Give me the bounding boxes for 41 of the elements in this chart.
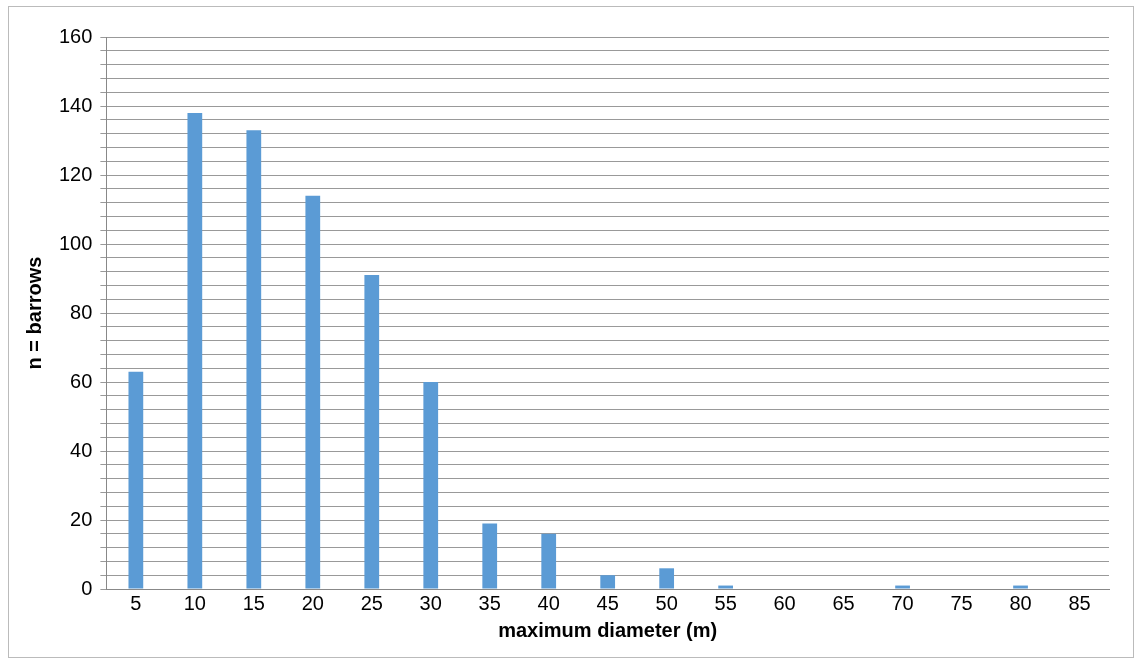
y-axis-title: n = barrows	[22, 256, 45, 370]
bar	[128, 371, 144, 589]
y-tick-label: 20	[70, 507, 93, 530]
bar	[482, 523, 498, 589]
x-tick-label: 55	[714, 591, 737, 614]
y-tick-label: 140	[58, 93, 93, 116]
y-tick-label: 40	[70, 438, 93, 461]
x-tick-label: 70	[891, 591, 914, 614]
bar	[187, 112, 203, 589]
y-tick-label: 0	[81, 576, 93, 599]
x-tick-label: 45	[596, 591, 619, 614]
x-tick-label: 15	[242, 591, 265, 614]
y-tick-label: 120	[58, 162, 93, 185]
bar	[718, 585, 734, 589]
x-tick-label: 75	[950, 591, 973, 614]
bar	[541, 533, 557, 589]
x-tick-label: 85	[1068, 591, 1091, 614]
x-tick-label: 50	[655, 591, 678, 614]
y-tick-label: 100	[58, 231, 93, 254]
y-tick-label: 80	[70, 300, 93, 323]
x-tick-label: 10	[183, 591, 206, 614]
x-tick-label: 30	[419, 591, 442, 614]
x-tick-label: 65	[832, 591, 855, 614]
x-tick-label: 20	[301, 591, 324, 614]
bar	[423, 382, 439, 589]
y-tick-label: 60	[70, 369, 93, 392]
bar	[364, 275, 380, 589]
bar	[305, 195, 321, 589]
x-axis-title: maximum diameter (m)	[498, 618, 718, 641]
bar	[600, 575, 616, 589]
y-tick-label: 160	[58, 24, 93, 47]
bar	[659, 568, 675, 589]
bar	[1013, 585, 1028, 589]
x-tick-label: 80	[1009, 591, 1032, 614]
x-tick-label: 40	[537, 591, 560, 614]
x-tick-label: 25	[360, 591, 383, 614]
x-tick-label: 5	[130, 591, 142, 614]
bar	[895, 585, 910, 589]
x-tick-label: 35	[478, 591, 501, 614]
bar	[246, 130, 262, 589]
x-tick-label: 60	[773, 591, 796, 614]
